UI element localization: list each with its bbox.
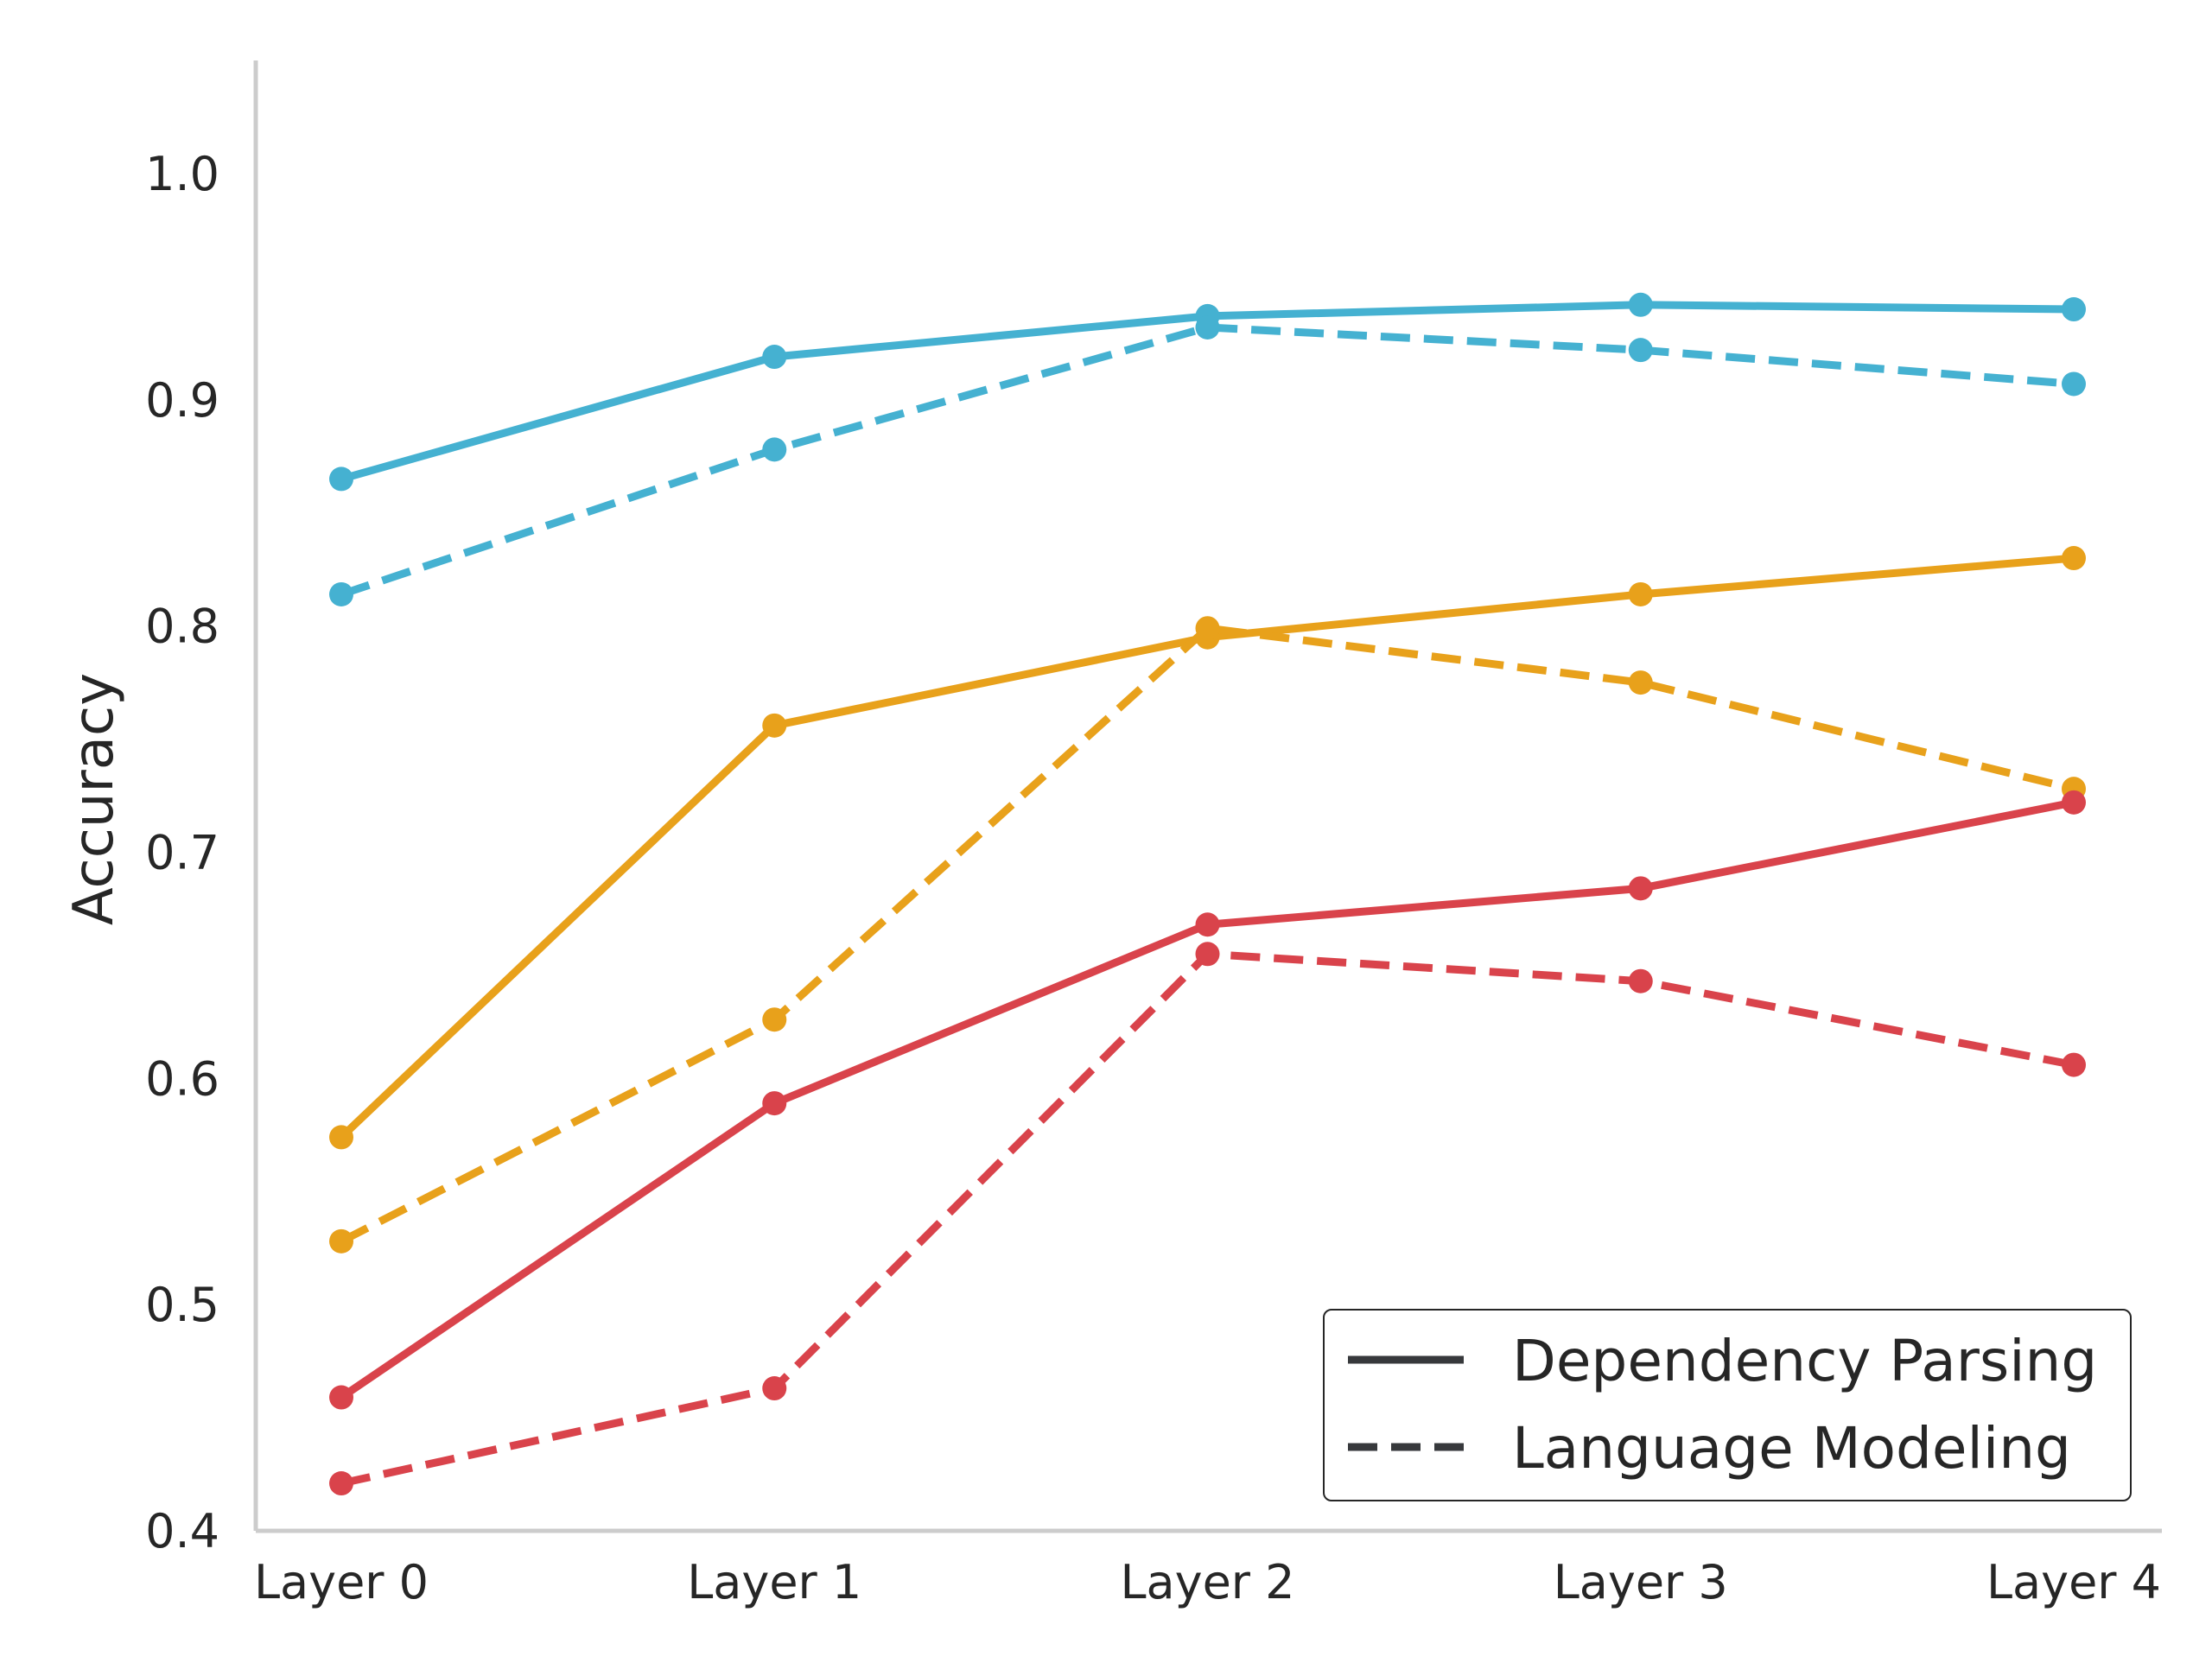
y-tick-label: 1.0 <box>145 147 219 201</box>
data-point <box>2062 546 2086 571</box>
data-point <box>2062 1052 2086 1077</box>
data-point <box>1195 314 1220 340</box>
data-point <box>329 467 353 492</box>
y-tick-label: 0.9 <box>145 373 219 428</box>
legend-label-language-modeling: Language Modeling <box>1512 1415 2071 1482</box>
data-point <box>329 1471 353 1496</box>
data-point <box>762 437 787 462</box>
series-layer <box>329 292 2086 1496</box>
x-tick-label: Layer 2 <box>1120 1555 1294 1609</box>
data-point <box>2062 297 2086 322</box>
x-tick-label: Layer 3 <box>1554 1555 1728 1609</box>
series-group <box>329 314 2086 606</box>
y-tick-label: 0.6 <box>145 1051 219 1106</box>
data-point <box>762 1007 787 1032</box>
data-point <box>329 581 353 606</box>
y-axis-title: Accuracy <box>62 673 126 925</box>
x-tick-label: Layer 1 <box>687 1555 861 1609</box>
data-point <box>1195 616 1220 641</box>
y-tick-label: 0.8 <box>145 600 219 654</box>
series-line <box>340 323 2075 599</box>
data-point <box>1628 670 1653 695</box>
y-tick-labels: 0.4 0.5 0.6 0.7 0.8 0.9 1.0 <box>145 147 219 1558</box>
data-point <box>762 713 787 738</box>
x-tick-label: Layer 0 <box>254 1555 429 1609</box>
y-tick-label: 0.7 <box>145 825 219 879</box>
axes <box>253 60 2162 1533</box>
data-point <box>329 1125 353 1150</box>
legend: Dependency Parsing Language Modeling <box>1323 1309 2132 1501</box>
data-point <box>1628 968 1653 993</box>
data-point <box>329 1385 353 1410</box>
legend-box <box>1323 1309 2132 1501</box>
x-tick-labels: Layer 0 Layer 1 Layer 2 Layer 3 Layer 4 <box>254 1555 2161 1609</box>
data-point <box>1195 912 1220 937</box>
data-point <box>762 1376 787 1401</box>
legend-label-dependency-parsing: Dependency Parsing <box>1512 1328 2097 1394</box>
series-line <box>339 624 2075 1245</box>
data-point <box>762 1091 787 1116</box>
series-group <box>329 616 2086 1254</box>
y-tick-label: 0.5 <box>145 1278 219 1332</box>
data-point <box>1628 338 1653 363</box>
data-point <box>762 345 787 370</box>
data-point <box>329 1228 353 1254</box>
data-point <box>1628 292 1653 317</box>
y-tick-label: 0.4 <box>145 1504 219 1558</box>
data-point <box>2062 790 2086 815</box>
data-point <box>1628 876 1653 901</box>
data-point <box>1628 581 1653 606</box>
series-group <box>329 942 2086 1496</box>
series-group <box>329 790 2086 1410</box>
x-tick-label: Layer 4 <box>1986 1555 2161 1609</box>
data-point <box>2062 371 2086 397</box>
data-point <box>1195 942 1220 967</box>
